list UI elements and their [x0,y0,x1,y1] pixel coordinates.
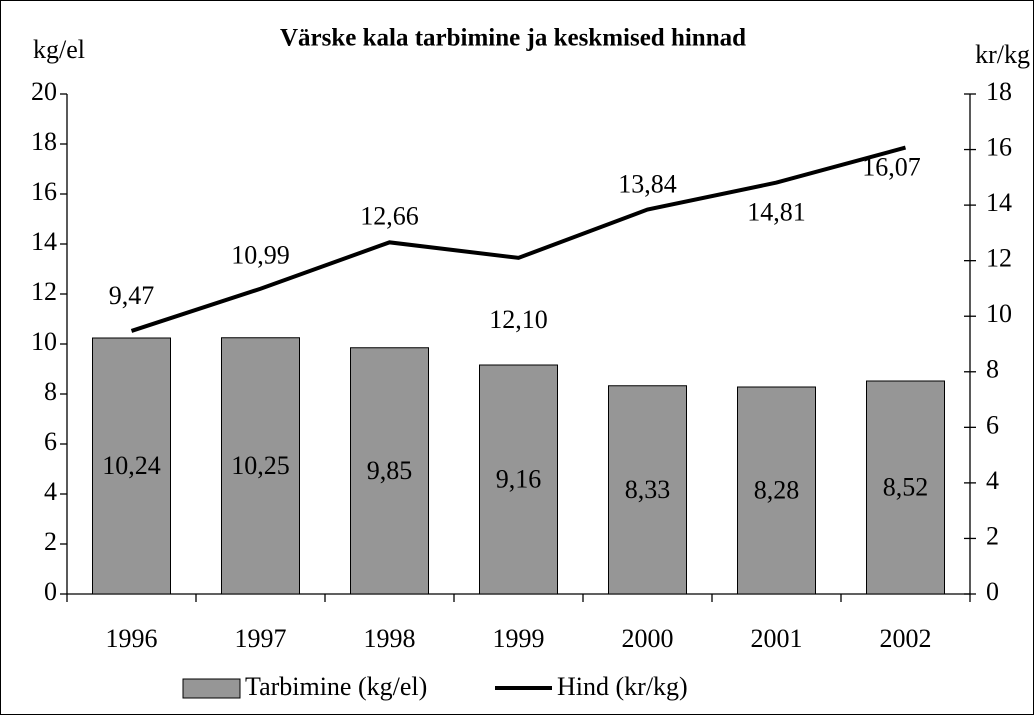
bar-value-label: 9,85 [367,456,413,485]
legend-label: Hind (kr/kg) [557,672,688,701]
bar [221,337,300,595]
line-value-label: 14,81 [747,198,806,227]
bar-value-label: 9,16 [496,464,542,493]
bar [737,386,816,595]
y-tick-label: 4 [44,477,57,506]
bar-value-label: 8,52 [883,472,929,501]
y-axis-label: kg/el [33,35,85,64]
x-tick-label: 1997 [235,624,287,653]
bar [479,364,558,595]
y-tick-label: 16 [31,177,57,206]
y2-tick-label: 12 [986,244,1012,273]
y-tick-label: 2 [44,527,57,556]
y-tick-label: 10 [31,327,57,356]
y2-axis-label: kr/kg [975,40,1030,69]
line-value-label: 12,66 [360,201,419,230]
y2-tick-label: 2 [986,521,999,550]
bar-value-label: 10,25 [231,451,290,480]
x-tick-label: 1999 [493,624,545,653]
bar [350,347,429,595]
bar-value-label: 10,24 [102,451,161,480]
chart-title: Värske kala tarbimine ja keskmised hinna… [280,25,746,52]
y-tick-label: 0 [44,577,57,606]
y-tick-label: 14 [31,227,57,256]
y-tick-label: 20 [31,77,57,106]
bar [608,385,687,595]
line-value-label: 12,10 [489,305,548,334]
line-value-label: 10,99 [231,241,290,270]
y2-tick-label: 6 [986,410,999,439]
y2-tick-label: 16 [986,133,1012,162]
line-value-label: 16,07 [862,153,921,182]
y-tick-label: 12 [31,277,57,306]
x-tick-label: 1998 [364,624,416,653]
y-tick-label: 6 [44,427,57,456]
line-series [130,145,907,333]
y2-tick-label: 0 [986,577,999,606]
y2-tick-label: 14 [986,188,1012,217]
x-tick-label: 1996 [106,624,158,653]
bar-value-label: 8,28 [754,475,800,504]
x-tick-label: 2001 [751,624,803,653]
bar [866,380,945,595]
legend-label: Tarbimine (kg/el) [245,672,427,701]
line-value-label: 13,84 [618,170,677,199]
legend-swatch [182,678,241,699]
bar-value-label: 8,33 [625,475,671,504]
y2-tick-label: 8 [986,355,999,384]
line-value-label: 9,47 [109,281,155,310]
x-tick-label: 2000 [622,624,674,653]
y-tick-label: 8 [44,377,57,406]
y2-tick-label: 18 [986,77,1012,106]
y2-tick-label: 10 [986,299,1012,328]
y-tick-label: 18 [31,127,57,156]
y2-tick-label: 4 [986,466,999,495]
bar [92,337,171,595]
x-tick-label: 2002 [880,624,932,653]
